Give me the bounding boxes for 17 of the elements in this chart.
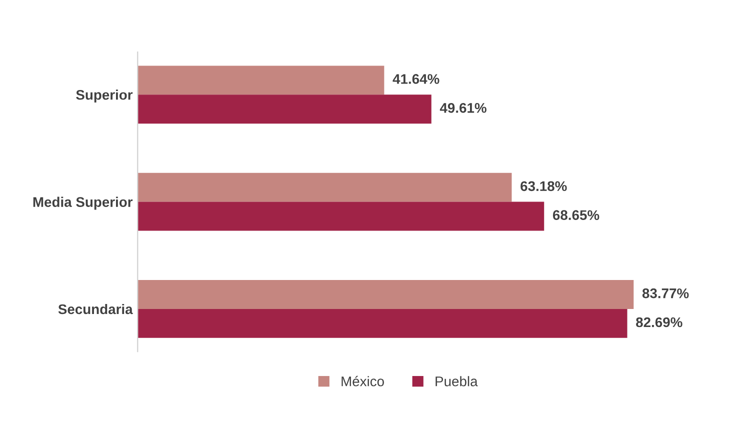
- y-tick-label: Secundaria: [58, 304, 133, 314]
- bar: [138, 66, 384, 95]
- y-tick-label: Media Superior: [33, 196, 133, 210]
- data-label: 82.69%: [636, 317, 682, 328]
- bar: [138, 202, 544, 231]
- data-label: 63.18%: [520, 181, 567, 192]
- legend-label: Puebla: [436, 376, 478, 386]
- legend-label: México: [342, 376, 384, 386]
- data-label: 68.65%: [552, 210, 600, 220]
- bar: [138, 172, 512, 202]
- data-label: 41.64%: [392, 74, 440, 84]
- data-label: 49.61%: [440, 102, 486, 113]
- data-label: 83.77%: [642, 288, 689, 298]
- bar: [138, 94, 432, 124]
- bar: [138, 280, 634, 309]
- bar: [138, 308, 628, 338]
- y-tick-label: Superior: [76, 90, 133, 103]
